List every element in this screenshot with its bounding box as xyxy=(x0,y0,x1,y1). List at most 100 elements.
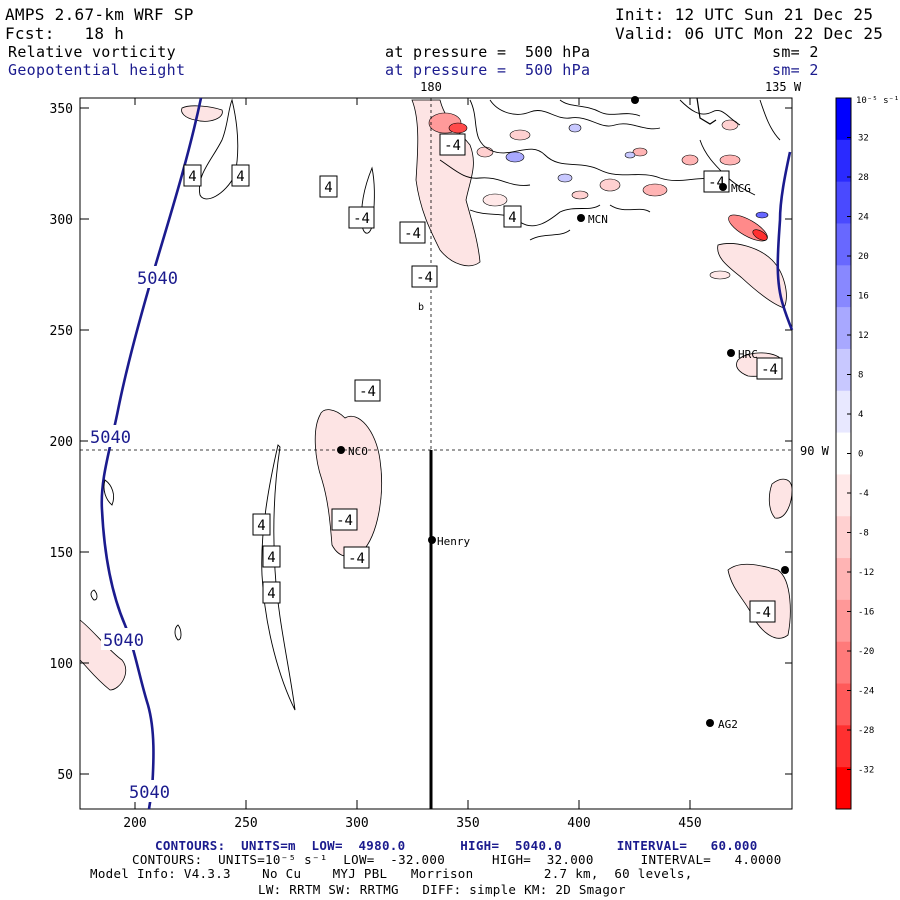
colorbar-cell xyxy=(836,767,851,810)
colorbar-cell xyxy=(836,725,851,768)
colorbar-cell xyxy=(836,181,851,224)
station-marker xyxy=(781,566,789,574)
station-label: Henry xyxy=(437,535,470,548)
colorbar-tick-label: -20 xyxy=(858,647,874,657)
meridian-180-label: 180 xyxy=(420,80,442,94)
coastline xyxy=(696,97,717,125)
field2-smoothing: sm= 2 xyxy=(772,61,819,79)
footer-height-contours: CONTOURS: UNITS=m LOW= 4980.0 HIGH= 5040… xyxy=(155,838,758,853)
colorbar-cell xyxy=(836,641,851,685)
vorticity-labels: 4 4 4 4 -4 -4 -4 -4 -4 -4 -4 -4 4 4 4 -4… xyxy=(183,133,783,623)
colorbar-tick-label: 32 xyxy=(858,134,869,144)
station-label: HRC xyxy=(738,348,758,361)
y-axis-ticks xyxy=(80,107,792,775)
colorbar-cell xyxy=(836,516,851,559)
station-marker xyxy=(337,446,345,454)
height-label: 5040 xyxy=(103,631,144,651)
vort-label: -4 xyxy=(353,211,370,227)
colorbar-tick-label: 4 xyxy=(858,410,863,420)
stations: NCO Henry HRC AG2 MCN MCG xyxy=(337,96,789,731)
y-tick: 200 xyxy=(50,435,73,450)
meridian-90w-label: 90 W xyxy=(800,444,830,458)
field1-name: Relative vorticity xyxy=(8,43,176,61)
colorbar-tick-label: -16 xyxy=(858,608,874,618)
colorbar-cell xyxy=(836,98,851,141)
vort-label: 4 xyxy=(188,169,196,185)
vort-label: 4 xyxy=(236,169,244,185)
height-label: 5040 xyxy=(129,783,170,803)
colorbar-cell xyxy=(836,390,851,434)
vort-label: -4 xyxy=(336,513,353,529)
colorbar-tick-label: -4 xyxy=(858,489,869,499)
vort-label: -4 xyxy=(754,605,771,621)
station-label: AG2 xyxy=(718,718,738,731)
vort-label: 4 xyxy=(324,180,332,196)
vort-label: -4 xyxy=(404,226,421,242)
vort-label: -4 xyxy=(416,270,433,286)
vorticity-strong xyxy=(428,112,768,280)
vort-label: 4 xyxy=(257,518,265,534)
field1-smoothing: sm= 2 xyxy=(772,43,819,61)
station-marker xyxy=(631,96,639,104)
footer-model-info: Model Info: V4.3.3 No Cu MYJ PBL Morriso… xyxy=(90,866,693,881)
vort-label: -4 xyxy=(359,384,376,400)
colorbar-cell xyxy=(836,307,851,350)
height-labels: 5040 5040 5040 5040 xyxy=(88,266,185,803)
colorbar-cell xyxy=(836,265,851,308)
y-tick: 350 xyxy=(50,102,73,117)
vort-label: -4 xyxy=(761,362,778,378)
vorticity-positive xyxy=(505,123,769,219)
station-marker xyxy=(727,349,735,357)
station-marker xyxy=(706,719,714,727)
vort-label: 4 xyxy=(267,586,275,602)
x-tick: 400 xyxy=(567,816,590,831)
y-tick: 250 xyxy=(50,324,73,339)
colorbar-cell xyxy=(836,599,851,643)
colorbar-tick-label: -24 xyxy=(858,687,874,697)
colorbar-cell xyxy=(836,348,851,392)
colorbar: 10⁻⁵ s⁻¹ 32 28 24 20 16 12 8 4 0 -4 -8 -12 -16 -20 -24… xyxy=(835,96,899,810)
field2-name: Geopotential height xyxy=(8,61,186,79)
x-axis-ticks xyxy=(134,98,691,809)
y-tick: 300 xyxy=(50,213,73,228)
field2-level: at pressure = 500 hPa xyxy=(385,61,591,79)
x-tick: 350 xyxy=(456,816,479,831)
y-tick-labels: 350 300 250 200 150 100 50 xyxy=(50,102,73,783)
y-tick: 100 xyxy=(50,657,73,672)
colorbar-tick-label: 16 xyxy=(858,292,869,302)
station-label: MCN xyxy=(588,213,608,226)
x-tick: 200 xyxy=(123,816,146,831)
x-tick: 250 xyxy=(234,816,257,831)
colorbar-tick-label: -28 xyxy=(858,726,874,736)
colorbar-tick-label: 28 xyxy=(858,173,869,183)
y-tick: 150 xyxy=(50,546,73,561)
colorbar-tick-label: 0 xyxy=(858,450,863,460)
valid-time: Valid: 06 UTC Mon 22 Dec 25 xyxy=(615,24,884,43)
vort-label: 4 xyxy=(267,550,275,566)
colorbar-cell xyxy=(836,139,851,183)
field1-level: at pressure = 500 hPa xyxy=(385,43,591,61)
x-tick-labels: 200 250 300 350 400 450 xyxy=(123,816,701,831)
point-b-label: b xyxy=(418,302,424,313)
vort-label: -4 xyxy=(444,138,461,154)
station-label: NCO xyxy=(348,445,368,458)
footer-model-info-2: LW: RRTM SW: RRTMG DIFF: simple KM: 2D S… xyxy=(258,882,626,897)
colorbar-tick-label: -12 xyxy=(858,568,874,578)
geopotential-contours xyxy=(100,97,794,810)
forecast-hour: Fcst: 18 h xyxy=(5,24,125,43)
colorbar-cell xyxy=(836,474,851,517)
station-marker xyxy=(428,536,436,544)
colorbar-tick-label: 8 xyxy=(858,371,863,381)
x-tick: 450 xyxy=(678,816,701,831)
colorbar-cell xyxy=(836,558,851,601)
y-tick: 50 xyxy=(57,768,73,783)
colorbar-cell xyxy=(836,223,851,266)
meridian-135w-label: 135 W xyxy=(765,80,802,94)
colorbar-tick-label: -8 xyxy=(858,529,869,539)
footer-vort-contours: CONTOURS: UNITS=10⁻⁵ s⁻¹ LOW= -32.000 HI… xyxy=(132,852,782,867)
init-time: Init: 12 UTC Sun 21 Dec 25 xyxy=(615,5,874,24)
colorbar-cell xyxy=(836,683,851,726)
station-marker xyxy=(577,214,585,222)
station-marker xyxy=(719,183,727,191)
